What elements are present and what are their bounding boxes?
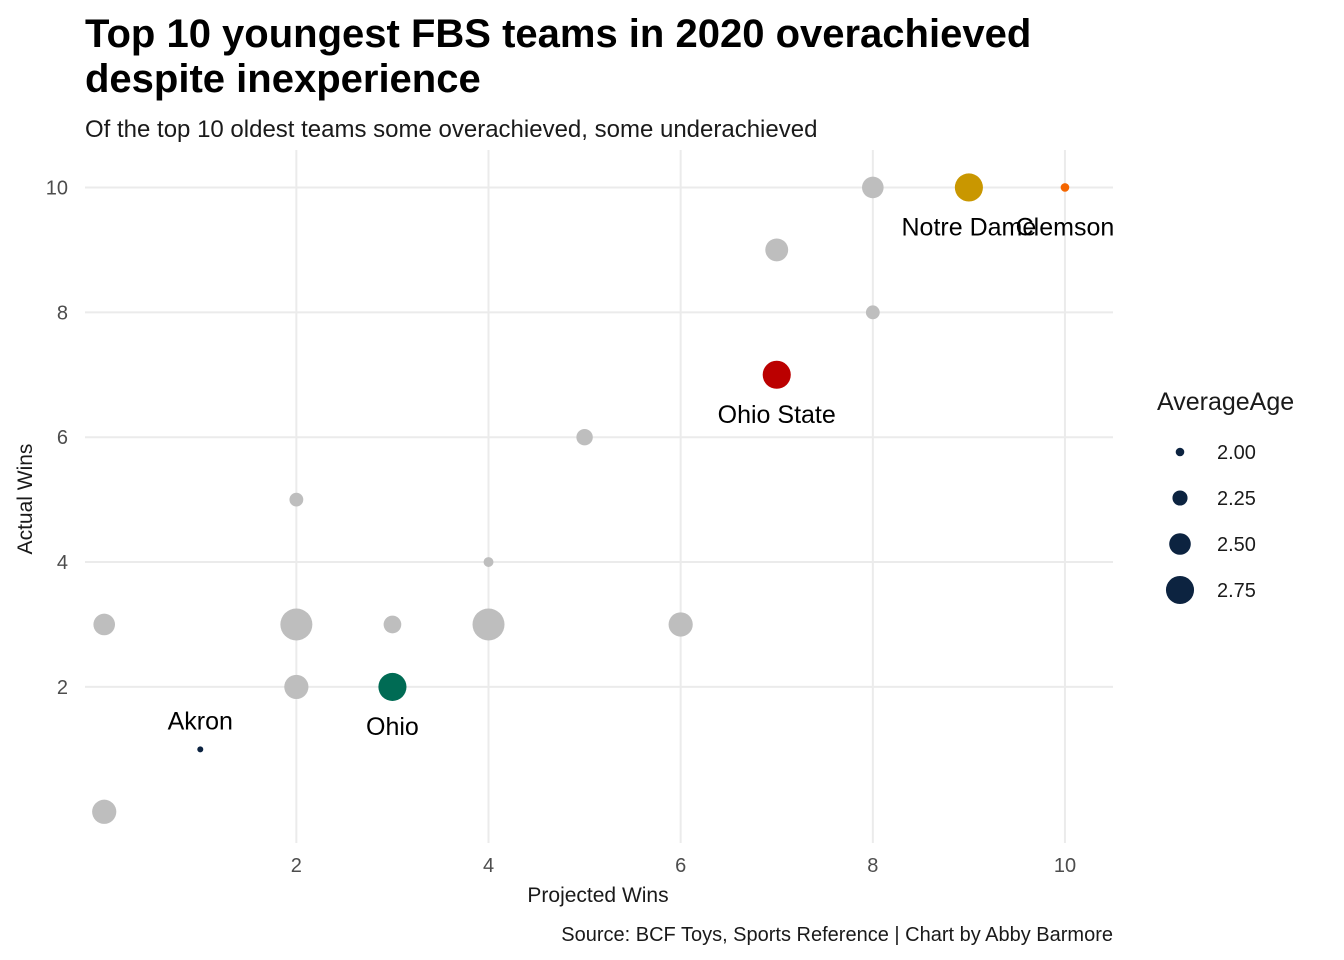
y-tick-label: 4 — [57, 552, 68, 574]
point-label-akron: Akron — [168, 707, 233, 735]
axis-ticks: 2 4 6 8 10 2 4 6 8 10 — [46, 177, 1076, 877]
y-tick-label: 6 — [57, 427, 68, 449]
data-point — [483, 557, 494, 568]
x-tick-label: 10 — [1054, 855, 1076, 877]
x-tick-label: 8 — [867, 855, 878, 877]
data-point — [197, 746, 204, 753]
legend-key-circle — [1169, 533, 1191, 555]
data-point — [576, 428, 593, 446]
grid-lines — [85, 150, 1113, 843]
data-point — [668, 612, 693, 637]
legend-key-label: 2.50 — [1217, 534, 1256, 556]
data-point — [378, 672, 407, 701]
legend-key-circle — [1175, 447, 1185, 457]
data-point — [92, 799, 117, 824]
data-point — [284, 674, 309, 700]
legend-title: AverageAge — [1157, 388, 1294, 416]
legend-key-label: 2.25 — [1217, 488, 1256, 510]
chart-title-line-1: Top 10 youngest FBS teams in 2020 overac… — [85, 12, 1031, 56]
chart-caption: Source: BCF Toys, Sports Reference | Cha… — [561, 924, 1113, 946]
point-label-ohio: Ohio — [366, 713, 419, 741]
point-label-notre-dame: Notre Dame — [902, 213, 1037, 241]
legend-items: 2.00 2.25 2.50 2.75 — [1165, 442, 1256, 605]
data-points — [92, 173, 1070, 824]
legend-key-label: 2.75 — [1217, 580, 1256, 602]
point-label-clemson: Clemson — [1016, 213, 1115, 241]
data-point — [1060, 183, 1070, 192]
size-legend: AverageAge 2.00 2.25 2.50 2.75 — [1157, 388, 1294, 605]
data-point — [762, 360, 791, 389]
data-point — [93, 613, 116, 636]
y-axis-title: Actual Wins — [14, 444, 37, 555]
data-point — [954, 173, 983, 202]
data-point — [765, 238, 789, 262]
y-tick-label: 10 — [46, 177, 68, 199]
data-point — [472, 608, 505, 641]
x-tick-label: 4 — [483, 855, 494, 877]
legend-key-circle — [1172, 490, 1188, 506]
x-axis-title: Projected Wins — [527, 884, 668, 907]
data-point — [280, 608, 313, 641]
data-point — [862, 176, 884, 199]
data-point — [289, 492, 304, 507]
chart-subtitle: Of the top 10 oldest teams some overachi… — [85, 116, 817, 143]
point-label-ohio-state: Ohio State — [718, 401, 836, 429]
x-tick-label: 2 — [291, 855, 302, 877]
legend-key-label: 2.00 — [1217, 442, 1256, 464]
x-tick-label: 6 — [675, 855, 686, 877]
data-point — [865, 305, 880, 320]
legend-key-circle — [1165, 575, 1195, 605]
y-tick-label: 2 — [57, 677, 68, 699]
data-point — [383, 615, 402, 634]
chart-title-line-2: despite inexperience — [85, 57, 481, 101]
y-tick-label: 8 — [57, 302, 68, 324]
